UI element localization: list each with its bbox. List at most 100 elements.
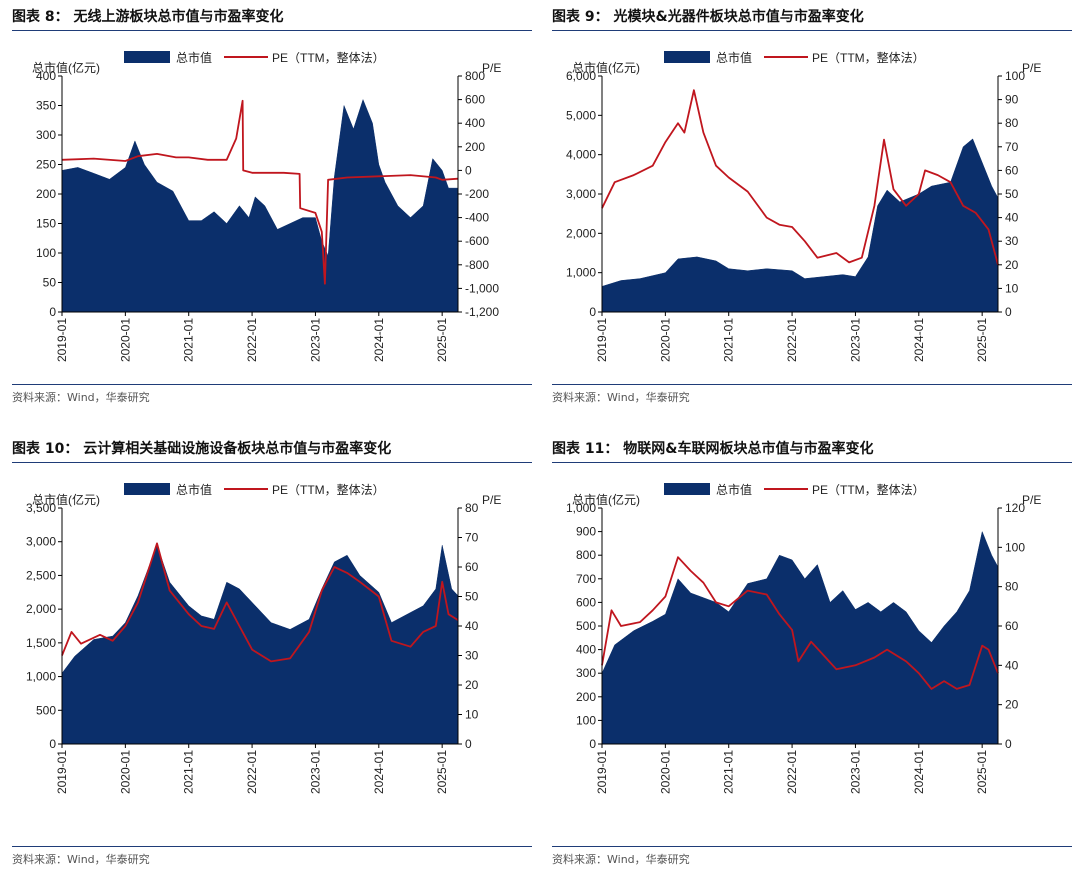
pe-line xyxy=(601,556,999,690)
y-right-tick-label: 0 xyxy=(465,163,472,177)
y-right-tick-label: 20 xyxy=(465,678,479,692)
y-right-tick-label: 0 xyxy=(1005,737,1012,751)
panel-title: 图表 11： 物联网&车联网板块总市值与市盈率变化 xyxy=(552,441,874,457)
title-rule xyxy=(12,30,532,31)
chart-panel-8: 图表 8： 无线上游板块总市值与市盈率变化 总市值 PE（TTM，整体法） 总市值(… xyxy=(12,6,542,436)
legend-area-label: 总市值 xyxy=(716,50,752,65)
x-tick-label: 2020-01 xyxy=(118,318,132,362)
y-left-tick-label: 400 xyxy=(36,69,56,83)
y-right-tick-label: 70 xyxy=(465,531,479,545)
y-left-tick-label: 1,500 xyxy=(26,636,56,650)
x-tick-label: 2020-01 xyxy=(118,750,132,794)
y-left-tick-label: 0 xyxy=(49,737,56,751)
y-left-tick-label: 50 xyxy=(43,276,57,290)
x-tick-label: 2022-01 xyxy=(785,750,799,794)
y-right-tick-label: -600 xyxy=(465,234,489,248)
x-tick-label: 2022-01 xyxy=(245,318,259,362)
x-tick-label: 2023-01 xyxy=(848,750,862,794)
pe-line xyxy=(61,99,459,285)
y-right-tick-label: 600 xyxy=(465,93,485,107)
y-left-tick-label: 500 xyxy=(36,703,56,717)
legend-area-swatch xyxy=(124,51,170,63)
y-right-tick-label: -400 xyxy=(465,211,489,225)
source-rule xyxy=(12,846,532,847)
y-right-tick-label: 100 xyxy=(1005,540,1025,554)
legend-area-label: 总市值 xyxy=(176,482,212,497)
legend-area-swatch xyxy=(664,51,710,63)
y-left-tick-label: 3,500 xyxy=(26,501,56,515)
y-right-tick-label: -1,200 xyxy=(465,305,499,319)
y-right-tick-label: 10 xyxy=(465,708,479,722)
y-left-tick-label: 600 xyxy=(576,595,596,609)
y-right-tick-label: 10 xyxy=(1005,281,1019,295)
title-rule xyxy=(552,30,1072,31)
y-right-tick-label: 400 xyxy=(465,116,485,130)
legend-pe-label: PE（TTM，整体法） xyxy=(812,50,925,65)
source-rule xyxy=(552,846,1072,847)
chart-9: 总市值 PE（TTM，整体法） 总市值(亿元) P/E 0 1,000 2,000 3,000… xyxy=(566,50,1041,362)
source-note: 资料来源：Wind，华泰研究 xyxy=(12,391,150,404)
y-left-tick-label: 100 xyxy=(576,713,596,727)
chart-panel-9: 图表 9： 光模块&光器件板块总市值与市盈率变化 总市值 PE（TTM，整体法）总… xyxy=(552,6,1080,436)
y-left-tick-label: 800 xyxy=(576,548,596,562)
y-left-axis-label: 总市值(亿元) xyxy=(572,492,640,507)
title-rule xyxy=(552,462,1072,463)
title-rule xyxy=(12,462,532,463)
y-right-tick-label: -200 xyxy=(465,187,489,201)
chart-10: 总市值 PE（TTM，整体法）总市值(亿元) P/E05001,0001,5002,… xyxy=(26,482,501,794)
y-right-tick-label: 40 xyxy=(1005,658,1019,672)
legend-pe-label: PE（TTM，整体法） xyxy=(812,482,925,497)
y-right-axis-label: P/E xyxy=(482,61,501,75)
y-left-tick-label: 300 xyxy=(576,666,596,680)
y-right-tick-label: 60 xyxy=(1005,163,1019,177)
y-left-axis-label: 总市值(亿元) xyxy=(32,492,100,507)
x-tick-label: 2024-01 xyxy=(912,318,926,362)
legend-pe-label: PE（TTM，整体法） xyxy=(272,482,385,497)
x-tick-label: 2024-01 xyxy=(912,750,926,794)
y-left-tick-label: 3,000 xyxy=(566,187,596,201)
x-tick-label: 2023-01 xyxy=(848,318,862,362)
x-tick-label: 2023-01 xyxy=(308,318,322,362)
market-cap-area xyxy=(601,138,999,313)
x-tick-label: 2021-01 xyxy=(182,318,196,362)
y-right-tick-label: 90 xyxy=(1005,93,1019,107)
legend: 总市值 PE（TTM，整体法） xyxy=(664,482,925,497)
y-left-tick-label: 2,000 xyxy=(26,602,56,616)
y-right-tick-label: 40 xyxy=(1005,211,1019,225)
y-right-tick-label: 20 xyxy=(1005,258,1019,272)
y-left-tick-label: 900 xyxy=(576,525,596,539)
y-right-tick-label: -1,000 xyxy=(465,281,499,295)
source-note: 资料来源：Wind，华泰研究 xyxy=(12,853,150,866)
y-left-tick-label: 1,000 xyxy=(566,501,596,515)
y-left-tick-label: 2,500 xyxy=(26,568,56,582)
pe-line xyxy=(601,89,999,266)
y-left-tick-label: 2,000 xyxy=(566,226,596,240)
x-tick-label: 2022-01 xyxy=(245,750,259,794)
market-cap-area xyxy=(61,544,459,745)
chart-panel-10: 图表 10： 云计算相关基础设施设备板块总市值与市盈率变化 总市值 PE（TTM，… xyxy=(12,438,542,868)
x-tick-label: 2025-01 xyxy=(975,318,989,362)
panel-title: 图表 8： 无线上游板块总市值与市盈率变化 xyxy=(12,9,284,25)
y-left-tick-label: 300 xyxy=(36,128,56,142)
x-tick-label: 2025-01 xyxy=(435,318,449,362)
x-tick-label: 2021-01 xyxy=(722,750,736,794)
y-left-tick-label: 200 xyxy=(576,690,596,704)
x-tick-label: 2019-01 xyxy=(55,318,69,362)
x-tick-label: 2025-01 xyxy=(435,750,449,794)
panel-title: 图表 10： 云计算相关基础设施设备板块总市值与市盈率变化 xyxy=(12,441,392,457)
y-left-tick-label: 1,000 xyxy=(26,670,56,684)
y-right-tick-label: 0 xyxy=(465,737,472,751)
y-left-tick-label: 3,000 xyxy=(26,535,56,549)
x-tick-label: 2023-01 xyxy=(308,750,322,794)
y-right-tick-label: 100 xyxy=(1005,69,1025,83)
y-left-tick-label: 1,000 xyxy=(566,266,596,280)
y-left-tick-label: 4,000 xyxy=(566,148,596,162)
y-left-tick-label: 0 xyxy=(589,737,596,751)
x-tick-label: 2021-01 xyxy=(722,318,736,362)
y-right-tick-label: 0 xyxy=(1005,305,1012,319)
source-note: 资料来源：Wind，华泰研究 xyxy=(552,391,690,404)
y-left-tick-label: 250 xyxy=(36,158,56,172)
x-tick-label: 2019-01 xyxy=(595,750,609,794)
legend: 总市值 PE（TTM，整体法） xyxy=(124,50,385,65)
